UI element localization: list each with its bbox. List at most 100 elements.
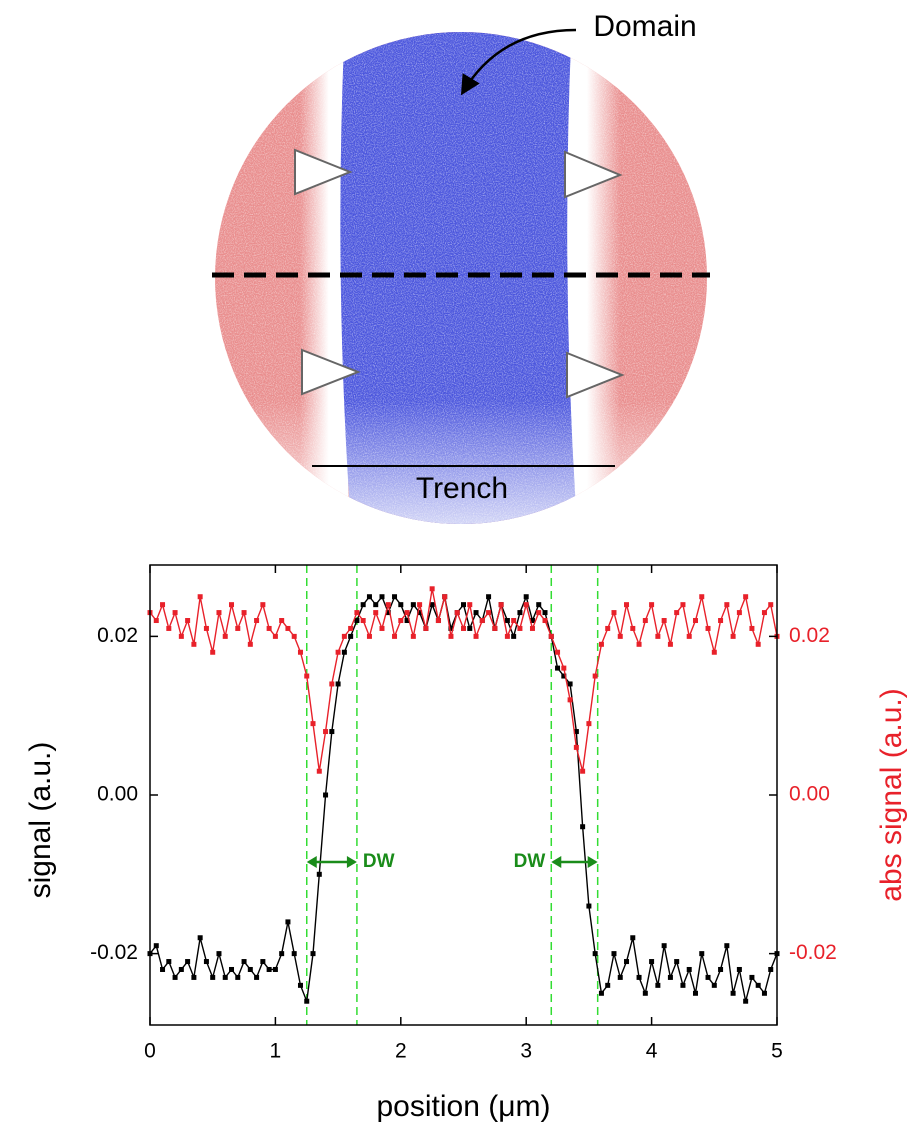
data-point — [655, 633, 661, 639]
data-point — [586, 721, 592, 727]
data-point — [705, 974, 711, 980]
data-point — [417, 610, 423, 616]
data-point — [467, 625, 473, 631]
data-point — [348, 625, 354, 631]
arrow-head — [587, 856, 598, 868]
data-point — [366, 633, 372, 639]
data-point — [279, 618, 285, 624]
data-point — [736, 610, 742, 616]
data-point — [567, 681, 573, 687]
micrograph — [215, 32, 707, 524]
data-point — [210, 649, 216, 655]
data-point — [404, 618, 410, 624]
data-point — [297, 649, 303, 655]
x-tick-label: 4 — [646, 1040, 658, 1063]
data-point — [178, 633, 184, 639]
data-point — [473, 610, 479, 616]
data-point — [191, 974, 197, 980]
data-point — [642, 990, 648, 996]
data-point — [379, 594, 385, 600]
dw-label: DW — [363, 851, 395, 872]
data-point — [272, 966, 278, 972]
trench-label: Trench — [416, 472, 508, 505]
data-point — [360, 602, 366, 608]
data-point — [304, 673, 310, 679]
data-point — [529, 625, 535, 631]
y-tick-label: -0.02 — [90, 941, 138, 964]
data-point — [542, 618, 548, 624]
data-point — [216, 610, 222, 616]
data-point — [686, 633, 692, 639]
data-point — [642, 618, 648, 624]
data-point — [636, 641, 642, 647]
data-point — [392, 594, 398, 600]
data-point — [203, 625, 209, 631]
data-point — [235, 625, 241, 631]
data-point — [435, 618, 441, 624]
data-point — [210, 974, 216, 980]
data-point — [586, 903, 592, 909]
data-point — [448, 625, 454, 631]
data-point — [335, 649, 341, 655]
data-point — [667, 641, 673, 647]
data-point — [197, 594, 203, 600]
data-point — [561, 673, 567, 679]
data-point — [241, 959, 247, 965]
y2-tick-label: 0.02 — [789, 624, 830, 647]
y-tick-label: 0.02 — [97, 624, 138, 647]
data-point — [385, 602, 391, 608]
data-point — [661, 618, 667, 624]
data-point — [254, 974, 260, 980]
data-point — [373, 602, 379, 608]
data-point — [329, 681, 335, 687]
data-point — [348, 633, 354, 639]
data-point — [768, 966, 774, 972]
domain-arrow — [460, 28, 577, 96]
data-point — [536, 610, 542, 616]
data-point — [605, 625, 611, 631]
data-point — [297, 982, 303, 988]
data-point — [285, 919, 291, 925]
data-point — [749, 625, 755, 631]
data-point — [354, 610, 360, 616]
data-point — [680, 602, 686, 608]
data-point — [247, 641, 253, 647]
data-point — [536, 602, 542, 608]
data-point — [523, 594, 529, 600]
data-point — [611, 610, 617, 616]
data-point — [692, 618, 698, 624]
data-point — [718, 966, 724, 972]
data-point — [649, 602, 655, 608]
data-point — [254, 618, 260, 624]
x-tick-label: 0 — [144, 1040, 156, 1063]
data-point — [580, 768, 586, 774]
data-point — [329, 729, 335, 735]
data-point — [172, 974, 178, 980]
data-point — [398, 618, 404, 624]
data-point — [153, 618, 159, 624]
arrow-head — [346, 856, 357, 868]
data-point — [241, 610, 247, 616]
data-point — [617, 633, 623, 639]
data-point — [674, 959, 680, 965]
data-point — [655, 982, 661, 988]
data-point — [410, 633, 416, 639]
data-point — [674, 610, 680, 616]
data-point — [511, 633, 517, 639]
data-point — [686, 966, 692, 972]
data-point — [504, 633, 510, 639]
data-point — [718, 618, 724, 624]
triangle — [301, 348, 361, 396]
data-point — [486, 594, 492, 600]
data-point — [247, 966, 253, 972]
data-point — [172, 610, 178, 616]
data-point — [260, 602, 266, 608]
dw-annotation: DW — [514, 851, 598, 872]
data-point — [304, 998, 310, 1004]
data-point — [699, 951, 705, 957]
x-tick-label: 3 — [520, 1040, 532, 1063]
data-point — [316, 871, 322, 877]
triangle — [566, 351, 625, 399]
data-point — [605, 982, 611, 988]
